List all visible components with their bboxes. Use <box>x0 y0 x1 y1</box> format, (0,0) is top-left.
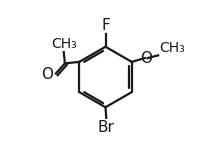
Text: O: O <box>140 51 152 66</box>
Text: F: F <box>101 18 110 33</box>
Text: CH₃: CH₃ <box>51 36 77 51</box>
Text: O: O <box>41 67 53 82</box>
Text: Br: Br <box>98 120 115 135</box>
Text: CH₃: CH₃ <box>159 41 185 55</box>
